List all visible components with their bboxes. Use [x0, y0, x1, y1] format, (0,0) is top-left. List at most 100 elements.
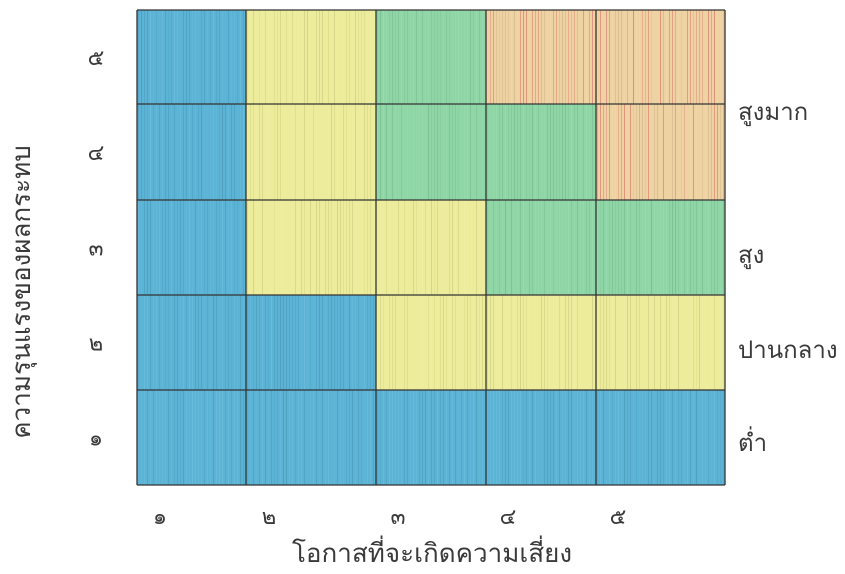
cell-texture-stripe — [520, 295, 521, 390]
cell-texture-stripe — [687, 104, 688, 200]
cell-texture-stripe — [316, 104, 317, 200]
cell-texture-stripe — [696, 390, 697, 485]
cell-texture-stripe — [600, 295, 601, 390]
cell-texture-stripe — [699, 10, 700, 104]
cell-texture-stripe — [568, 104, 569, 200]
cell-texture-stripe — [156, 390, 157, 485]
cell-texture-stripe — [310, 10, 311, 104]
cell-texture-stripe — [690, 104, 691, 200]
cell-texture-stripe — [702, 104, 703, 200]
cell-texture-stripe — [422, 104, 423, 200]
cell-texture-stripe — [639, 104, 640, 200]
cell-texture-stripe — [322, 10, 323, 104]
cell-texture-stripe — [496, 295, 497, 390]
cell-texture-stripe — [541, 200, 542, 295]
cell-texture-stripe — [174, 200, 175, 295]
cell-impact-3-likelihood-3 — [376, 200, 486, 295]
cell-texture-stripe — [586, 390, 587, 485]
cell-texture-stripe — [654, 390, 655, 485]
cell-texture-stripe — [458, 104, 459, 200]
cell-texture-stripe — [654, 295, 655, 390]
cell-texture-stripe — [207, 200, 208, 295]
cell-texture-stripe — [349, 390, 350, 485]
cell-texture-stripe — [265, 295, 266, 390]
cell-texture-stripe — [502, 104, 503, 200]
cell-texture-stripe — [556, 10, 557, 104]
cell-texture-stripe — [189, 200, 190, 295]
cell-texture-stripe — [669, 390, 670, 485]
cell-texture-stripe — [280, 390, 281, 485]
cell-texture-stripe — [493, 390, 494, 485]
cell-texture-stripe — [717, 200, 718, 295]
cell-texture-stripe — [392, 295, 393, 390]
cell-texture-stripe — [262, 200, 263, 295]
cell-texture-stripe — [609, 390, 610, 485]
cell-texture-stripe — [562, 104, 563, 200]
cell-texture-stripe — [177, 200, 178, 295]
cell-texture-stripe — [702, 10, 703, 104]
cell-texture-stripe — [274, 104, 275, 200]
cell-texture-stripe — [183, 104, 184, 200]
cell-texture-stripe — [511, 295, 512, 390]
cell-texture-stripe — [183, 295, 184, 390]
cell-texture-stripe — [159, 10, 160, 104]
cell-texture-stripe — [651, 10, 652, 104]
cell-texture-stripe — [189, 295, 190, 390]
cell-texture-stripe — [586, 10, 587, 104]
cell-texture-stripe — [580, 390, 581, 485]
cell-texture-stripe — [189, 390, 190, 485]
cell-texture-stripe — [398, 200, 399, 295]
cell-texture-stripe — [313, 10, 314, 104]
cell-texture-stripe — [428, 104, 429, 200]
cell-texture-stripe — [283, 104, 284, 200]
cell-texture-stripe — [455, 10, 456, 104]
cell-texture-stripe — [684, 200, 685, 295]
cell-texture-stripe — [337, 390, 338, 485]
cell-texture-stripe — [663, 10, 664, 104]
cell-texture-stripe — [304, 295, 305, 390]
cell-texture-stripe — [711, 295, 712, 390]
cell-texture-stripe — [156, 200, 157, 295]
cell-texture-stripe — [597, 104, 598, 200]
cell-texture-stripe — [159, 104, 160, 200]
cell-texture-stripe — [473, 10, 474, 104]
cell-texture-stripe — [253, 295, 254, 390]
cell-texture-stripe — [301, 295, 302, 390]
cell-texture-stripe — [283, 390, 284, 485]
cell-impact-1-likelihood-4 — [486, 390, 596, 485]
cell-texture-stripe — [523, 295, 524, 390]
cell-texture-stripe — [699, 200, 700, 295]
cell-texture-stripe — [319, 104, 320, 200]
cell-texture-stripe — [535, 295, 536, 390]
cell-texture-stripe — [380, 10, 381, 104]
cell-texture-stripe — [289, 390, 290, 485]
cell-texture-stripe — [559, 390, 560, 485]
cell-texture-stripe — [621, 104, 622, 200]
cell-texture-stripe — [464, 200, 465, 295]
cell-texture-stripe — [717, 104, 718, 200]
cell-texture-stripe — [389, 390, 390, 485]
cell-texture-stripe — [514, 295, 515, 390]
cell-texture-stripe — [419, 10, 420, 104]
cell-texture-stripe — [346, 10, 347, 104]
cell-texture-stripe — [289, 200, 290, 295]
cell-texture-stripe — [592, 200, 593, 295]
cell-texture-stripe — [407, 200, 408, 295]
cell-texture-stripe — [708, 390, 709, 485]
cell-texture-stripe — [461, 200, 462, 295]
cell-texture-stripe — [234, 10, 235, 104]
cell-texture-stripe — [286, 10, 287, 104]
cell-texture-stripe — [446, 200, 447, 295]
cell-texture-stripe — [231, 200, 232, 295]
cell-texture-stripe — [138, 200, 139, 295]
cell-texture-stripe — [204, 200, 205, 295]
cell-texture-stripe — [419, 295, 420, 390]
x-tick-label: ๔ — [500, 505, 517, 530]
cell-texture-stripe — [180, 10, 181, 104]
cell-texture-stripe — [428, 200, 429, 295]
cell-texture-stripe — [234, 200, 235, 295]
cell-texture-stripe — [168, 295, 169, 390]
cell-texture-stripe — [586, 200, 587, 295]
cell-texture-stripe — [520, 200, 521, 295]
cell-texture-stripe — [404, 104, 405, 200]
